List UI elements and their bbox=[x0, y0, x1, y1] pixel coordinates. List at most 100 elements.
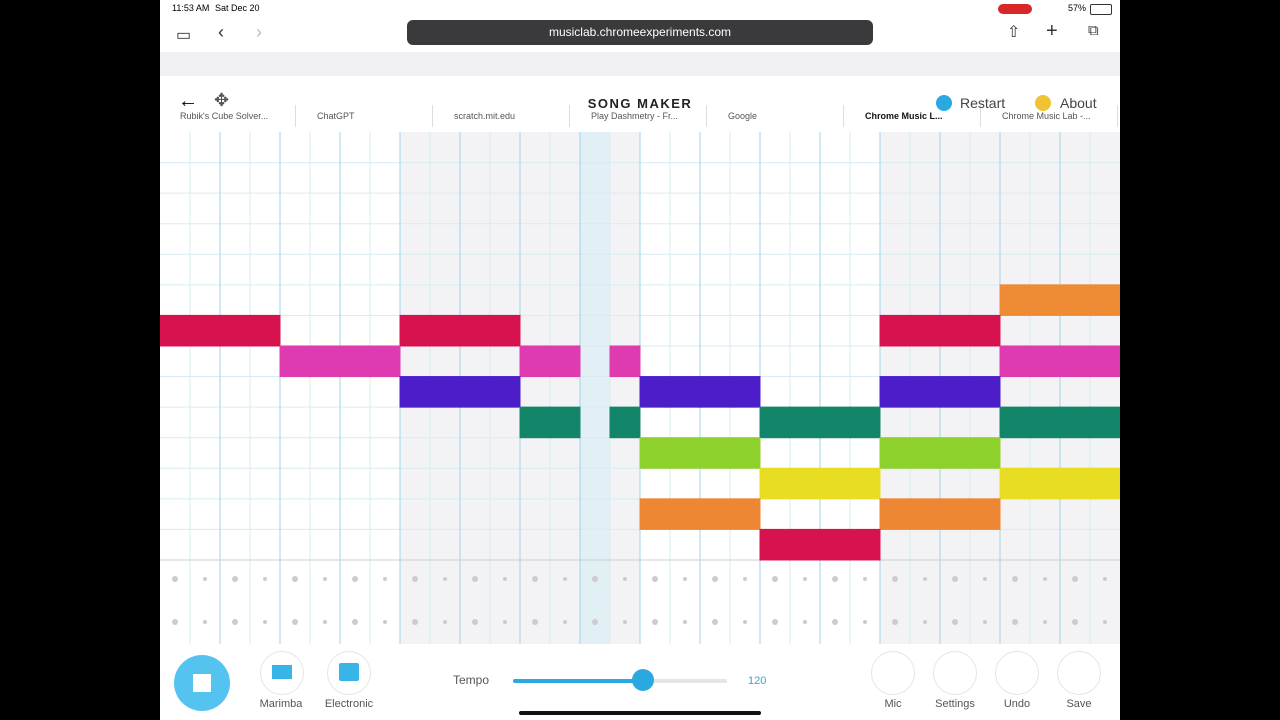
note-cell[interactable] bbox=[429, 314, 461, 347]
browser-tab[interactable]: scratch.mit.edu bbox=[434, 105, 570, 127]
sidebar-button[interactable]: ▭ bbox=[176, 27, 192, 44]
note-cell[interactable] bbox=[189, 314, 221, 347]
note-cell[interactable] bbox=[1059, 345, 1091, 378]
note-cell[interactable] bbox=[1089, 406, 1120, 439]
action-button[interactable] bbox=[871, 651, 915, 695]
note-cell[interactable] bbox=[699, 498, 731, 530]
note-cell[interactable] bbox=[729, 376, 761, 408]
note-cell[interactable] bbox=[669, 437, 701, 469]
note-cell[interactable] bbox=[399, 314, 431, 347]
move-icon[interactable]: ✥ bbox=[214, 90, 230, 110]
tempo-slider-thumb[interactable] bbox=[632, 669, 654, 691]
note-cell[interactable] bbox=[489, 314, 521, 347]
note-cell[interactable] bbox=[999, 284, 1031, 316]
note-cell[interactable] bbox=[1029, 284, 1061, 316]
app-back-arrow[interactable]: ← bbox=[178, 90, 198, 112]
note-cell[interactable] bbox=[489, 376, 521, 408]
note-cell[interactable] bbox=[909, 437, 941, 469]
note-cell[interactable] bbox=[549, 406, 581, 439]
note-cell[interactable] bbox=[609, 406, 641, 439]
note-cell[interactable] bbox=[909, 498, 941, 530]
action-button[interactable] bbox=[933, 651, 977, 695]
note-cell[interactable] bbox=[879, 314, 911, 347]
note-cell[interactable] bbox=[549, 345, 581, 378]
note-cell[interactable] bbox=[879, 376, 911, 408]
note-cell[interactable] bbox=[969, 437, 1001, 469]
note-cell[interactable] bbox=[819, 406, 851, 439]
note-cell[interactable] bbox=[1089, 345, 1120, 378]
note-cell[interactable] bbox=[969, 314, 1001, 347]
note-cell[interactable] bbox=[219, 314, 251, 347]
browser-tab[interactable]: Google bbox=[708, 105, 844, 127]
note-cell[interactable] bbox=[249, 314, 281, 347]
note-cell[interactable] bbox=[1029, 467, 1061, 500]
browser-tab[interactable]: Chrome Music Lab -... bbox=[982, 105, 1118, 127]
note-cell[interactable] bbox=[819, 467, 851, 500]
tabs-button[interactable]: ⧉ bbox=[1088, 22, 1099, 39]
restart-icon[interactable] bbox=[936, 95, 952, 111]
note-cell[interactable] bbox=[729, 437, 761, 469]
note-cell[interactable] bbox=[1089, 284, 1120, 316]
note-cell[interactable] bbox=[879, 498, 911, 530]
share-button[interactable]: ⇧ bbox=[1007, 24, 1021, 41]
note-cell[interactable] bbox=[759, 467, 791, 500]
note-cell[interactable] bbox=[459, 376, 491, 408]
note-cell[interactable] bbox=[699, 376, 731, 408]
note-cell[interactable] bbox=[729, 498, 761, 530]
note-cell[interactable] bbox=[759, 406, 791, 439]
browser-tab[interactable]: Rubik's Cube Solver... bbox=[160, 105, 296, 127]
address-bar[interactable]: musiclab.chromeexperiments.com bbox=[407, 20, 873, 45]
note-cell[interactable] bbox=[699, 437, 731, 469]
action-button[interactable] bbox=[995, 651, 1039, 695]
note-cell[interactable] bbox=[369, 345, 401, 378]
back-button[interactable]: ‹ bbox=[218, 22, 224, 42]
note-cell[interactable] bbox=[969, 498, 1001, 530]
note-cell[interactable] bbox=[429, 376, 461, 408]
action-button[interactable] bbox=[1057, 651, 1101, 695]
note-cell[interactable] bbox=[639, 376, 671, 408]
note-cell[interactable] bbox=[999, 467, 1031, 500]
note-cell[interactable] bbox=[279, 345, 311, 378]
note-cell[interactable] bbox=[849, 406, 881, 439]
note-cell[interactable] bbox=[609, 345, 641, 378]
note-cell[interactable] bbox=[999, 406, 1031, 439]
browser-tab[interactable]: Chrome Music L... bbox=[845, 105, 981, 127]
stop-button[interactable] bbox=[174, 655, 230, 711]
new-tab-button[interactable]: + bbox=[1046, 20, 1058, 42]
note-cell[interactable] bbox=[879, 437, 911, 469]
note-cell[interactable] bbox=[639, 498, 671, 530]
note-cell[interactable] bbox=[1089, 467, 1120, 500]
note-cell[interactable] bbox=[789, 528, 821, 561]
note-cell[interactable] bbox=[1029, 406, 1061, 439]
about-button[interactable]: About bbox=[1060, 95, 1097, 111]
note-cell[interactable] bbox=[519, 406, 551, 439]
note-cell[interactable] bbox=[969, 376, 1001, 408]
note-cell[interactable] bbox=[819, 528, 851, 561]
browser-tab[interactable]: ChatGPT bbox=[297, 105, 433, 127]
forward-button[interactable]: › bbox=[256, 22, 262, 42]
note-cell[interactable] bbox=[1059, 284, 1091, 316]
note-cell[interactable] bbox=[909, 376, 941, 408]
note-cell[interactable] bbox=[849, 467, 881, 500]
note-cell[interactable] bbox=[309, 345, 341, 378]
note-cell[interactable] bbox=[669, 376, 701, 408]
note-cell[interactable] bbox=[669, 498, 701, 530]
note-cell[interactable] bbox=[849, 528, 881, 561]
about-icon[interactable] bbox=[1035, 95, 1051, 111]
note-cell[interactable] bbox=[939, 376, 971, 408]
note-cell[interactable] bbox=[939, 437, 971, 469]
note-cell[interactable] bbox=[639, 437, 671, 469]
note-cell[interactable] bbox=[339, 345, 371, 378]
note-cell[interactable] bbox=[909, 314, 941, 347]
restart-button[interactable]: Restart bbox=[960, 95, 1006, 111]
note-cell[interactable] bbox=[939, 498, 971, 530]
note-cell[interactable] bbox=[160, 314, 191, 347]
note-cell[interactable] bbox=[1059, 467, 1091, 500]
note-cell[interactable] bbox=[519, 345, 551, 378]
marimba-button[interactable] bbox=[260, 651, 304, 695]
note-cell[interactable] bbox=[1029, 345, 1061, 378]
note-cell[interactable] bbox=[789, 467, 821, 500]
electronic-button[interactable] bbox=[327, 651, 371, 695]
note-cell[interactable] bbox=[999, 345, 1031, 378]
note-cell[interactable] bbox=[789, 406, 821, 439]
